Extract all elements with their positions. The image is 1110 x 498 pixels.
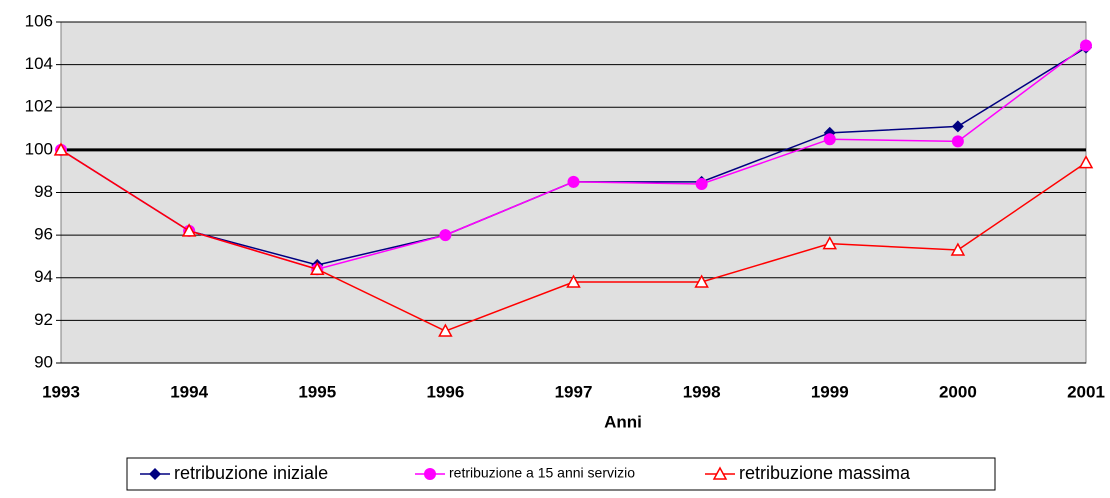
- x-tick-label: 1999: [811, 382, 849, 401]
- y-tick-label: 92: [34, 310, 53, 329]
- point: [1080, 39, 1092, 52]
- point: [822, 236, 838, 250]
- legend-label: retribuzione a 15 anni servizio: [449, 465, 635, 481]
- point: [309, 261, 325, 275]
- legend-marker: [712, 466, 728, 480]
- x-tick-label: 1997: [555, 382, 593, 401]
- x-axis-label: Anni: [604, 412, 642, 431]
- y-tick-label: 100: [25, 139, 53, 158]
- legend: [126, 457, 996, 491]
- x-tick-label: 1995: [298, 382, 336, 401]
- point: [181, 223, 197, 237]
- point: [438, 323, 453, 337]
- x-tick-label: 1998: [683, 382, 721, 401]
- x-tick-label: 2001: [1067, 382, 1105, 401]
- point: [823, 133, 836, 146]
- y-tick-label: 98: [34, 182, 53, 201]
- legend-marker: [424, 468, 436, 480]
- y-tick-label: 102: [25, 97, 53, 116]
- legend-label: retribuzione iniziale: [174, 463, 328, 483]
- point: [951, 135, 964, 148]
- point: [53, 142, 69, 156]
- point: [566, 274, 581, 288]
- legend-label: retribuzione massima: [739, 463, 911, 483]
- y-tick-label: 96: [34, 225, 53, 244]
- y-tick-label: 94: [34, 267, 53, 286]
- point: [695, 177, 708, 190]
- point: [439, 229, 452, 242]
- y-tick-label: 106: [25, 11, 53, 30]
- x-tick-label: 1996: [426, 382, 464, 401]
- x-tick-label: 1994: [170, 382, 208, 401]
- point: [567, 175, 580, 188]
- x-tick-label: 2000: [939, 382, 977, 401]
- y-tick-label: 90: [34, 352, 53, 371]
- y-tick-label: 104: [25, 54, 53, 73]
- point: [951, 120, 964, 133]
- point: [950, 242, 966, 256]
- point: [1078, 155, 1094, 169]
- x-tick-label: 1993: [42, 382, 80, 401]
- point: [694, 274, 709, 288]
- legend-marker: [149, 468, 161, 480]
